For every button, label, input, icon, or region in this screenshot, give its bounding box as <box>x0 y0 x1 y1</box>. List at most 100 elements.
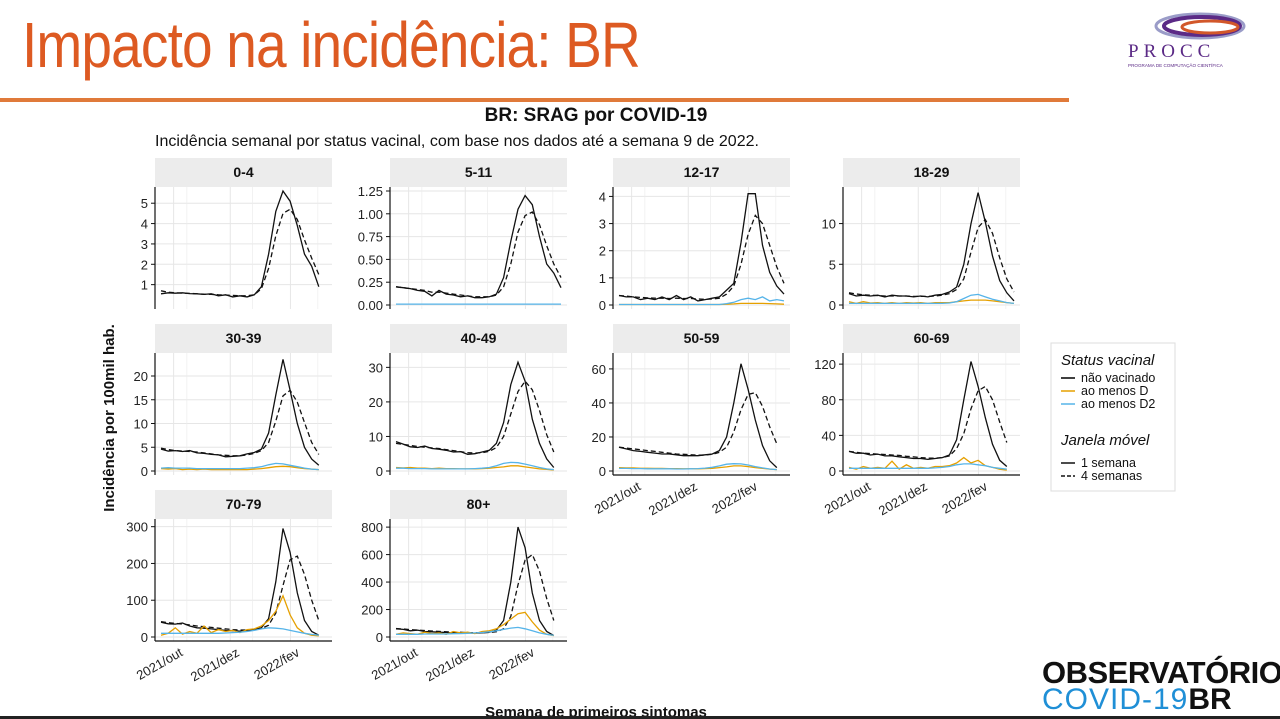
y-tick-label: 5 <box>141 440 148 455</box>
y-tick-label: 0.00 <box>358 298 383 313</box>
y-tick-label: 4 <box>141 217 148 232</box>
procc-swoosh-inner <box>1180 19 1240 35</box>
y-tick-label: 0.50 <box>358 252 383 267</box>
x-axis-title: Semana de primeiros sintomas <box>485 704 707 719</box>
y-tick-label: 15 <box>134 393 148 408</box>
y-tick-label: 800 <box>361 520 383 535</box>
y-tick-label: 5 <box>829 257 836 272</box>
legend-title-window: Janela móvel <box>1060 432 1150 449</box>
y-tick-label: 0 <box>141 464 148 479</box>
series-line-n-o-vacinado <box>395 194 562 299</box>
series-line-n-o-vacinado <box>848 192 1015 302</box>
facet-label: 60-69 <box>914 330 950 346</box>
y-tick-label: 20 <box>592 430 606 445</box>
y-axis-title: Incidência por 100mil hab. <box>101 324 118 512</box>
series-line-n-o-vacinado-4-semanas- <box>848 218 1015 298</box>
legend-box <box>1050 342 1176 492</box>
y-tick-label: 10 <box>134 417 148 432</box>
facet-label: 40-49 <box>461 330 497 346</box>
facet-panel-50-59: 50-59 0 20 40 60 2021/out 2021/dez 2022/fev <box>592 324 790 518</box>
y-tick-label: 20 <box>134 369 148 384</box>
bottom-divider <box>0 716 1280 719</box>
facet-label: 80+ <box>467 496 491 512</box>
series-line-n-o-vacinado <box>618 193 785 302</box>
series-line-n-o-vacinado <box>848 361 1008 467</box>
facet-strip <box>390 158 567 187</box>
facet-strip <box>613 324 790 353</box>
series-line-n-o-vacinado-4-semanas- <box>848 385 1008 459</box>
series-line-n-o-vacinado-4-semanas- <box>160 208 320 297</box>
y-tick-label: 1.00 <box>358 207 383 222</box>
y-tick-label: 120 <box>814 357 836 372</box>
procc-swoosh-outer <box>1154 12 1246 40</box>
procc-swoosh-mid <box>1162 15 1242 37</box>
y-tick-label: 0 <box>376 464 383 479</box>
x-tick-label: 2021/dez <box>876 479 930 519</box>
series-line-n-o-vacinado-4-semanas- <box>395 211 562 298</box>
series-line-ao-menos-D2 <box>396 461 554 471</box>
y-tick-label: 40 <box>822 428 836 443</box>
observatorio-logo-line1: OBSERVATÓRIO <box>1042 655 1280 690</box>
facet-strip <box>843 158 1020 187</box>
facet-panel-0-4: 0-4 1 2 3 4 5 <box>141 158 332 309</box>
facet-panel-40-49: 40-49 0 10 20 30 <box>369 324 567 479</box>
observatorio-logo: OBSERVATÓRIO COVID-19BR <box>1042 655 1280 716</box>
y-tick-label: 4 <box>599 189 606 204</box>
y-tick-label: 0 <box>376 630 383 645</box>
legend-label-status: não vacinado <box>1081 371 1155 385</box>
series-line-n-o-vacinado-4-semanas- <box>395 553 555 634</box>
y-tick-label: 2 <box>599 244 606 259</box>
facet-label: 0-4 <box>233 164 253 180</box>
legend-label-window: 4 semanas <box>1081 469 1142 483</box>
y-tick-label: 10 <box>822 217 836 232</box>
facet-panel-12-17: 12-17 0 1 2 3 4 <box>599 158 790 313</box>
y-tick-label: 0.25 <box>358 275 383 290</box>
x-tick-label: 2021/out <box>369 644 421 682</box>
y-tick-label: 5 <box>141 196 148 211</box>
chart-subtitle: Incidência semanal por status vacinal, c… <box>155 133 759 150</box>
facet-panel-18-29: 18-29 0 5 10 <box>822 158 1020 313</box>
facet-strip <box>613 158 790 187</box>
y-tick-label: 40 <box>592 396 606 411</box>
series-line-ao-menos-D2 <box>619 296 785 306</box>
series-line-ao-menos-D2 <box>849 463 1007 470</box>
facet-panel-30-39: 30-39 0 5 10 15 20 <box>134 324 332 479</box>
legend-label-status: ao menos D <box>1081 384 1148 398</box>
y-tick-label: 3 <box>599 217 606 232</box>
procc-wordmark: PROCC <box>1128 41 1215 62</box>
procc-logo: PROCC PROGRAMA DE COMPUTAÇÃO CIENTÍFICA <box>1124 8 1272 72</box>
y-tick-label: 20 <box>369 395 383 410</box>
facet-strip <box>155 490 332 519</box>
series-line-n-o-vacinado-4-semanas- <box>395 380 555 454</box>
legend-title-status: Status vacinal <box>1061 352 1155 369</box>
facet-strip <box>390 490 567 519</box>
y-tick-label: 30 <box>369 360 383 375</box>
observatorio-logo-covid: COVID-19 <box>1042 683 1189 716</box>
series-line-n-o-vacinado <box>160 359 320 466</box>
facet-label: 70-79 <box>226 496 262 512</box>
y-tick-label: 200 <box>126 556 148 571</box>
observatorio-logo-br: BR <box>1188 683 1232 716</box>
facet-panel-5-11: 5-11 0.00 0.25 0.50 0.75 1.00 1.25 <box>358 158 567 313</box>
y-tick-label: 300 <box>126 520 148 535</box>
series-line-n-o-vacinado <box>395 360 555 468</box>
facet-strip <box>843 324 1020 353</box>
series-line-ao-menos-D2 <box>396 626 554 637</box>
y-tick-label: 600 <box>361 548 383 563</box>
series-line-ao-menos-D <box>160 594 319 637</box>
legend-label-status: ao menos D2 <box>1081 397 1155 411</box>
series-line-ao-menos-D <box>160 465 319 471</box>
series-line-n-o-vacinado-4-semanas- <box>618 391 778 456</box>
y-tick-label: 0 <box>599 298 606 313</box>
x-tick-label: 2021/dez <box>423 645 477 685</box>
series-line-n-o-vacinado <box>160 528 320 636</box>
x-tick-label: 2022/fev <box>939 478 990 516</box>
y-tick-label: 400 <box>361 575 383 590</box>
x-tick-label: 2021/dez <box>188 645 242 685</box>
y-tick-label: 1 <box>141 278 148 293</box>
facet-panel-60-69: 60-69 0 40 80 120 2021/out 2021/dez 2022/fev <box>814 324 1020 518</box>
facet-strip <box>155 324 332 353</box>
y-tick-label: 100 <box>126 593 148 608</box>
